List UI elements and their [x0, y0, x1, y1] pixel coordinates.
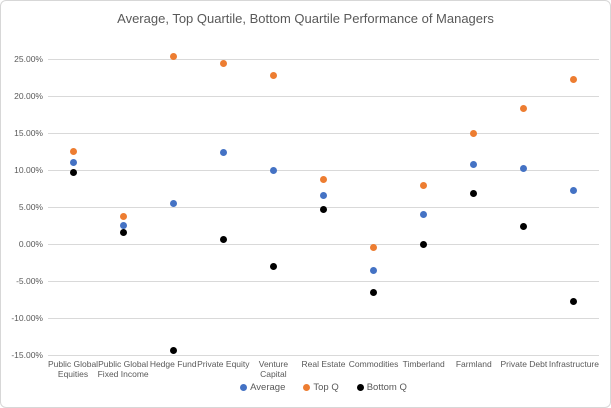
chart-legend: Average Top Q Bottom Q	[48, 382, 599, 393]
data-point	[219, 148, 227, 156]
data-point	[269, 72, 277, 80]
data-point	[370, 266, 378, 274]
y-axis-tick-label: 15.00%	[14, 127, 43, 138]
y-axis-tick-label: 5.00%	[18, 201, 43, 212]
legend-marker-icon	[356, 384, 364, 391]
gridline	[48, 317, 599, 319]
gridline	[48, 95, 599, 97]
data-point	[219, 235, 227, 243]
data-point	[69, 158, 77, 166]
x-axis-category-label: Private Equity	[197, 358, 250, 369]
gridline	[48, 58, 599, 60]
data-point	[520, 222, 528, 230]
data-point	[470, 160, 478, 168]
data-point	[470, 189, 478, 197]
data-point	[169, 52, 177, 60]
y-axis-tick-label: 25.00%	[14, 53, 43, 64]
x-axis-category-label: Public Global Equities	[47, 358, 99, 379]
y-axis-tick-label: -5.00%	[16, 275, 43, 286]
legend-label: Average	[250, 382, 286, 393]
data-point	[520, 164, 528, 172]
x-axis-category-label: Public Global Fixed Income	[97, 358, 149, 379]
data-point	[69, 168, 77, 176]
y-axis-tick-label: 10.00%	[14, 164, 43, 175]
data-point	[69, 148, 77, 156]
data-point	[119, 213, 127, 221]
gridline	[48, 280, 599, 282]
data-point	[169, 200, 177, 208]
data-point	[420, 182, 428, 190]
x-axis-category-label: Venture Capital	[258, 358, 289, 379]
chart-title: Average, Top Quartile, Bottom Quartile P…	[117, 11, 494, 26]
legend-item: Average	[240, 382, 285, 393]
data-point	[320, 191, 327, 199]
gridline	[48, 243, 599, 245]
data-point	[370, 288, 378, 296]
data-point	[420, 241, 428, 249]
legend-item: Top Q	[303, 382, 339, 393]
legend-marker-icon	[303, 384, 311, 391]
gridline	[48, 354, 599, 356]
data-point	[169, 346, 177, 354]
data-point	[119, 222, 127, 230]
x-axis-category-label: Farmland	[455, 358, 492, 369]
x-axis-category-label: Commodities	[348, 358, 399, 369]
data-point	[320, 176, 327, 184]
y-axis-tick-label: -10.00%	[11, 312, 43, 323]
data-point	[570, 186, 578, 194]
data-point	[570, 297, 578, 305]
gridline	[48, 132, 599, 134]
y-axis-tick-label: 0.00%	[18, 238, 43, 249]
y-axis-tick-label: -15.00%	[11, 349, 43, 360]
x-axis-category-label: Timberland	[402, 358, 445, 369]
data-point	[420, 211, 428, 219]
y-axis-tick-label: 20.00%	[14, 90, 43, 101]
x-axis-category-label: Private Debt	[500, 358, 548, 369]
x-axis-category-label: Infrastructure	[548, 358, 599, 369]
legend-item: Bottom Q	[356, 382, 407, 393]
data-point	[320, 205, 327, 213]
gridline	[48, 169, 599, 171]
data-point	[219, 60, 227, 68]
data-point	[470, 130, 478, 138]
data-point	[520, 105, 528, 113]
data-point	[370, 244, 378, 252]
data-point	[119, 228, 127, 236]
data-point	[269, 262, 277, 270]
legend-marker-icon	[240, 384, 248, 391]
legend-label: Top Q	[313, 382, 339, 393]
data-point	[269, 167, 277, 175]
x-axis-category-label: Real Estate	[301, 358, 346, 369]
data-point	[570, 76, 578, 84]
legend-label: Bottom Q	[366, 382, 407, 393]
x-axis-category-label: Hedge Fund	[149, 358, 197, 369]
